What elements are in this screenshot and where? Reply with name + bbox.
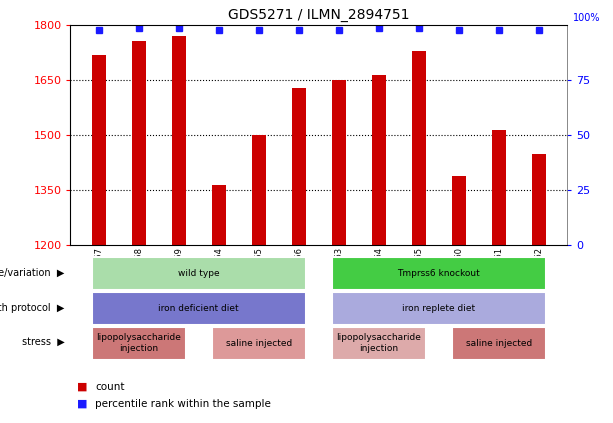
Text: count: count (95, 382, 124, 392)
Text: iron deficient diet: iron deficient diet (158, 304, 239, 313)
Bar (292, 88, 306, 245)
Text: wild type: wild type (178, 269, 219, 278)
Bar (211, 185, 226, 245)
Bar (372, 75, 386, 245)
Text: iron replete diet: iron replete diet (402, 304, 476, 313)
Bar (91, 55, 105, 245)
Text: Tmprss6 knockout: Tmprss6 knockout (397, 269, 480, 278)
Text: ■: ■ (77, 399, 87, 409)
Text: lipopolysaccharide
injection: lipopolysaccharide injection (337, 333, 421, 353)
Text: lipopolysaccharide
injection: lipopolysaccharide injection (96, 333, 181, 353)
Text: 100%: 100% (573, 13, 600, 22)
Bar (452, 176, 466, 245)
Text: stress  ▶: stress ▶ (21, 337, 64, 347)
Text: growth protocol  ▶: growth protocol ▶ (0, 302, 64, 313)
Text: saline injected: saline injected (466, 338, 532, 348)
Bar (412, 51, 426, 245)
Text: ■: ■ (77, 382, 87, 392)
Bar (132, 41, 145, 245)
Bar (532, 154, 546, 245)
Bar (252, 135, 265, 245)
Bar (492, 130, 506, 245)
Title: GDS5271 / ILMN_2894751: GDS5271 / ILMN_2894751 (228, 8, 409, 22)
Text: saline injected: saline injected (226, 338, 292, 348)
Bar (332, 80, 346, 245)
Text: percentile rank within the sample: percentile rank within the sample (95, 399, 271, 409)
Text: genotype/variation  ▶: genotype/variation ▶ (0, 268, 64, 278)
Bar (172, 36, 186, 245)
